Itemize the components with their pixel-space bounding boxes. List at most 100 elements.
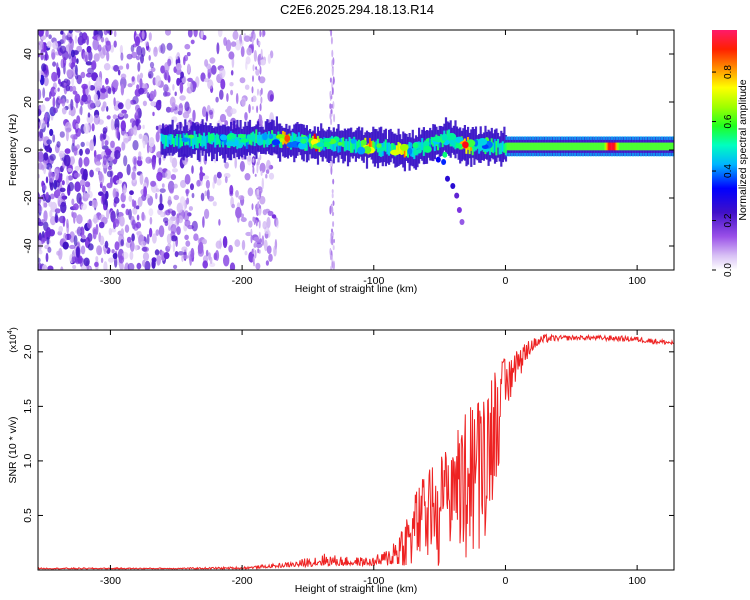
noise-blob <box>251 248 254 254</box>
carrier-sideband <box>558 136 561 140</box>
carrier-core <box>618 142 621 151</box>
carrier-halo <box>307 130 310 161</box>
noise-blob <box>142 100 147 107</box>
carrier-sideband <box>621 136 624 140</box>
noise-blob <box>171 157 178 169</box>
noise-blob <box>95 167 101 172</box>
noise-blob <box>331 49 334 58</box>
noise-blob <box>86 35 89 46</box>
noise-blob <box>81 184 86 193</box>
noise-blob <box>225 39 232 52</box>
noise-blob <box>51 71 58 82</box>
noise-blobs <box>38 30 336 270</box>
noise-blob <box>201 238 207 245</box>
noise-blob <box>43 76 49 87</box>
carrier-core <box>253 133 256 147</box>
carrier-blob <box>321 141 331 147</box>
noise-blob <box>80 141 85 148</box>
carrier-core <box>580 142 583 151</box>
noise-blob <box>212 201 217 207</box>
carrier-sideband <box>531 136 534 140</box>
noise-blob <box>217 30 223 38</box>
noise-blob <box>78 157 83 168</box>
noise-blob <box>99 235 105 246</box>
noise-blob <box>131 199 135 207</box>
carrier-sideband <box>518 152 521 157</box>
carrier-core <box>255 129 258 144</box>
carrier-core <box>596 142 599 151</box>
noise-blob <box>39 119 46 130</box>
noise-blob <box>38 257 41 263</box>
carrier-sideband <box>592 136 595 140</box>
carrier-sideband <box>608 136 611 140</box>
carrier-core <box>206 135 209 143</box>
carrier-core <box>667 142 670 151</box>
noise-blob <box>38 108 42 117</box>
carrier-core <box>506 142 509 151</box>
carrier-blob <box>316 142 325 148</box>
carrier-sideband <box>605 136 608 140</box>
noise-blob <box>234 239 241 248</box>
noise-blob <box>246 47 252 56</box>
carrier-sideband <box>526 136 529 140</box>
carrier-blob <box>377 146 386 152</box>
carrier-core <box>615 142 618 151</box>
carrier-core <box>629 142 632 151</box>
noise-blob <box>68 62 73 68</box>
carrier-sideband <box>537 152 540 157</box>
noise-blob <box>330 254 332 261</box>
carrier-sideband <box>668 136 671 140</box>
noise-blob <box>63 56 67 67</box>
noise-blob <box>46 139 52 145</box>
noise-blob <box>93 93 99 102</box>
carrier-core <box>542 142 545 151</box>
tail-blob <box>456 207 462 213</box>
noise-blob <box>102 127 108 134</box>
carrier-core <box>222 138 225 148</box>
noise-blob <box>83 156 90 167</box>
carrier-core <box>574 142 577 151</box>
noise-blob <box>158 203 164 211</box>
y-tick-label: -40 <box>22 238 34 253</box>
carrier-core <box>612 142 615 151</box>
noise-blob <box>160 65 166 74</box>
noise-blob <box>247 156 252 162</box>
noise-blob <box>135 205 140 210</box>
noise-blob <box>148 146 153 153</box>
carrier-sideband <box>552 152 556 157</box>
noise-blob <box>192 109 196 122</box>
noise-blob <box>104 240 109 249</box>
noise-blob <box>110 140 115 148</box>
noise-blob <box>253 50 257 62</box>
carrier-sideband <box>655 152 658 157</box>
carrier-core <box>601 142 604 151</box>
carrier-core <box>358 139 360 148</box>
noise-blob <box>103 261 108 270</box>
carrier-core <box>533 142 536 151</box>
noise-blob <box>148 137 155 148</box>
noise-blob <box>76 247 80 257</box>
noise-blob <box>132 96 139 105</box>
noise-blob <box>72 90 78 95</box>
noise-blob <box>113 64 120 72</box>
carrier-sideband <box>513 152 516 157</box>
noise-blob <box>115 179 123 185</box>
noise-blob <box>193 30 198 38</box>
carrier-core <box>174 136 177 146</box>
noise-blob <box>112 79 119 89</box>
carrier-sideband <box>589 136 592 140</box>
noise-blob <box>69 244 76 250</box>
carrier-halo <box>182 126 185 161</box>
carrier-core <box>361 140 364 154</box>
noise-blob <box>138 234 145 242</box>
noise-blob <box>331 189 334 194</box>
noise-blob <box>212 181 215 189</box>
noise-blob <box>219 67 226 79</box>
carrier-core <box>350 138 353 153</box>
noise-blob <box>49 128 54 137</box>
noise-blob <box>49 180 54 191</box>
carrier-core <box>539 142 542 151</box>
noise-blob <box>160 43 166 54</box>
carrier-core <box>162 134 164 144</box>
